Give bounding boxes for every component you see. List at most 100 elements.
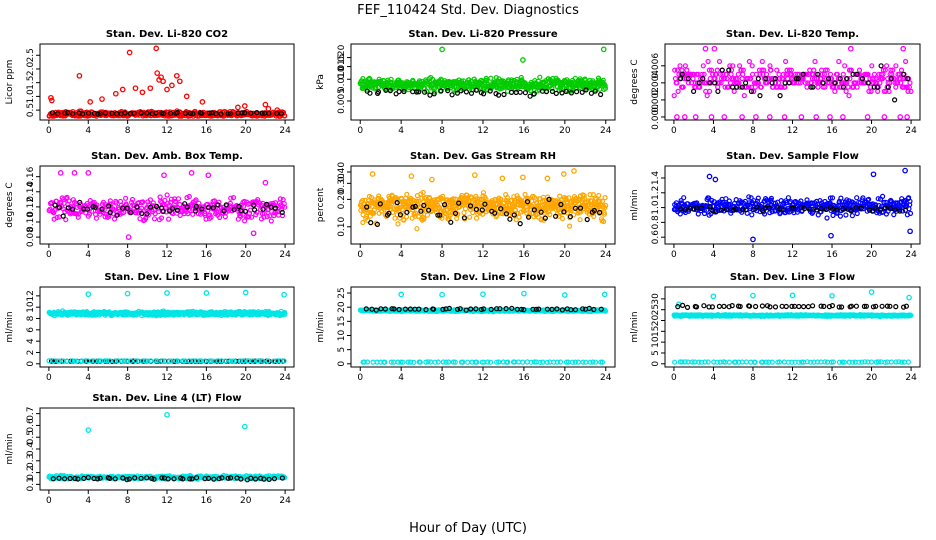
data-point [111,216,118,222]
data-point [398,291,405,298]
data-point [531,91,537,97]
x-tick-label: 8 [125,126,131,136]
x-tick-label: 12 [477,250,488,260]
y-tick-label: 5 [337,347,347,353]
data-point [749,63,755,69]
data-point [164,192,170,198]
data-point [832,80,838,86]
data-point [99,96,105,102]
x-tick-label: 0 [46,250,52,260]
data-point [206,110,212,116]
data-point [784,75,791,82]
x-tick-label: 24 [279,126,291,136]
data-point [807,67,813,73]
data-point [870,171,877,178]
data-point [864,114,871,120]
data-point [679,67,685,73]
data-point [126,49,133,56]
data-point [571,168,577,174]
data-point [501,91,507,98]
x-tick-label: 24 [600,126,612,136]
data-point [712,176,719,183]
data-point [446,359,452,365]
data-point [750,236,756,243]
data-point [520,57,526,63]
data-point [424,212,430,218]
data-point [174,109,180,116]
x-tick-label: 0 [357,373,363,383]
data-point [715,84,721,90]
data-point [213,110,219,117]
data-point [153,45,160,52]
data-point [522,90,529,96]
x-tick-label: 12 [787,126,798,136]
data-point [781,114,788,120]
data-point [445,85,451,91]
x-tick-label: 8 [439,126,445,136]
data-point [488,75,494,81]
y-tick-label: 20 [337,301,347,313]
data-point [109,110,115,117]
data-point [573,89,580,95]
x-tick-label: 20 [240,126,252,136]
data-point [674,67,681,73]
y-axis-label: degrees C [5,182,15,227]
data-point [147,85,154,92]
data-point [883,63,890,69]
x-tick-label: 16 [201,373,213,383]
data-point [508,77,515,83]
data-point [203,290,210,296]
data-point [840,71,846,77]
data-point [499,175,506,182]
data-point [706,88,713,95]
x-tick-label: 24 [905,126,917,136]
data-point [168,110,174,117]
data-point [678,75,684,82]
data-point [262,179,269,186]
x-tick-label: 4 [711,126,717,136]
data-point [138,110,144,116]
data-point [902,167,908,174]
y-tick-label: 0.006 [651,53,661,79]
data-point [468,90,475,96]
data-point [410,89,416,95]
points-layer [357,290,609,365]
data-point [674,80,680,86]
x-tick-label: 12 [161,126,172,136]
data-point [690,75,696,82]
data-point [49,110,56,116]
x-tick-label: 24 [279,373,291,383]
data-point [557,359,564,365]
data-point [715,88,721,95]
data-point [731,88,737,95]
data-point [712,75,718,82]
data-point [672,75,679,82]
data-point [828,232,834,239]
y-tick-label: 1.5 [26,76,36,90]
data-point [268,218,274,224]
data-point [515,359,522,365]
data-point [869,63,875,69]
data-point [702,45,709,52]
y-axis-label: percent [316,187,326,222]
data-point [161,172,167,179]
data-point [600,46,607,53]
data-point [674,114,680,120]
plot-frame [39,286,295,368]
data-point [522,191,528,198]
data-point [584,216,590,223]
y-axis-label: ml/min [316,311,326,342]
data-point [832,88,838,95]
data-point [166,216,172,222]
data-point [907,210,914,216]
y-tick-label: 2.0 [26,62,36,77]
x-tick-label: 4 [85,373,91,383]
data-point [473,215,480,221]
x-tick-label: 20 [559,126,571,136]
data-point [818,75,825,82]
x-tick-label: 16 [826,250,838,260]
data-point [713,71,719,77]
